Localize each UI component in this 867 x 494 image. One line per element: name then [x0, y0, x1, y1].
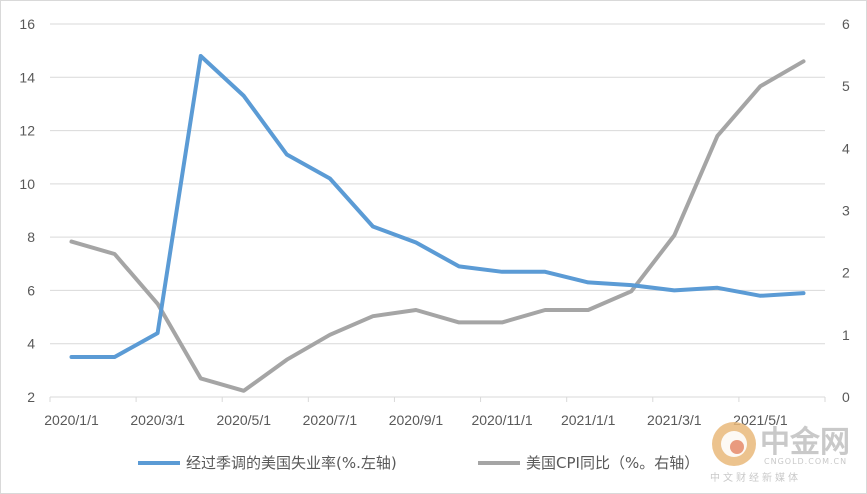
watermark-url: CNGOLD.COM.CN	[764, 457, 847, 466]
y-left-tick-label: 10	[19, 176, 35, 192]
y-left-tick-label: 4	[27, 336, 35, 352]
y-left-tick-label: 8	[27, 229, 35, 245]
watermark-tagline: 中文财经新媒体	[710, 471, 801, 484]
series-line-unemployment	[69, 54, 806, 359]
y-left-tick-label: 16	[19, 16, 35, 32]
y-left-tick-label: 6	[27, 282, 35, 298]
x-tick-label: 2020/11/1	[471, 412, 532, 428]
y-right-tick-label: 6	[842, 16, 850, 32]
x-tick-label: 2020/9/1	[389, 412, 444, 428]
watermark-logo: 中金网 CNGOLD.COM.CN 中文财经新媒体	[710, 422, 850, 484]
legend-label-cpi: 美国CPI同比（%。右轴）	[526, 454, 699, 472]
y-left-tick-label: 2	[27, 389, 35, 405]
legend-label-unemployment: 经过季调的美国失业率(%.左轴)	[186, 454, 397, 472]
series-group	[69, 54, 806, 393]
y-right-tick-label: 5	[842, 78, 850, 94]
y-right-tick-label: 2	[842, 265, 850, 281]
y-right-tick-label: 4	[842, 140, 850, 156]
x-tick-label: 2020/3/1	[130, 412, 185, 428]
y-right-tick-label: 0	[842, 389, 850, 405]
x-tick-label: 2020/7/1	[303, 412, 358, 428]
legend: 经过季调的美国失业率(%.左轴) 美国CPI同比（%。右轴）	[138, 454, 699, 472]
x-tick-label: 2020/5/1	[217, 412, 272, 428]
x-tick-label: 2021/3/1	[647, 412, 702, 428]
y-right-tick-label: 3	[842, 203, 850, 219]
y-left-tick-label: 14	[19, 69, 35, 85]
x-tick-label: 2021/5/1	[733, 412, 788, 428]
watermark-name: 中金网	[760, 425, 850, 460]
y-axis-left: 2 4 6 8 10 12 14 16	[19, 16, 35, 405]
y-axis-right: 0 1 2 3 4 5 6	[842, 16, 850, 405]
series-line-cpi	[69, 59, 806, 393]
gridlines	[50, 23, 825, 345]
x-axis: 2020/1/1 2020/3/1 2020/5/1 2020/7/1 2020/9/1…	[44, 397, 826, 428]
x-tick-label: 2020/1/1	[44, 412, 99, 428]
y-left-tick-label: 12	[19, 123, 35, 139]
x-tick-label: 2021/1/1	[561, 412, 616, 428]
y-right-tick-label: 1	[842, 327, 850, 343]
